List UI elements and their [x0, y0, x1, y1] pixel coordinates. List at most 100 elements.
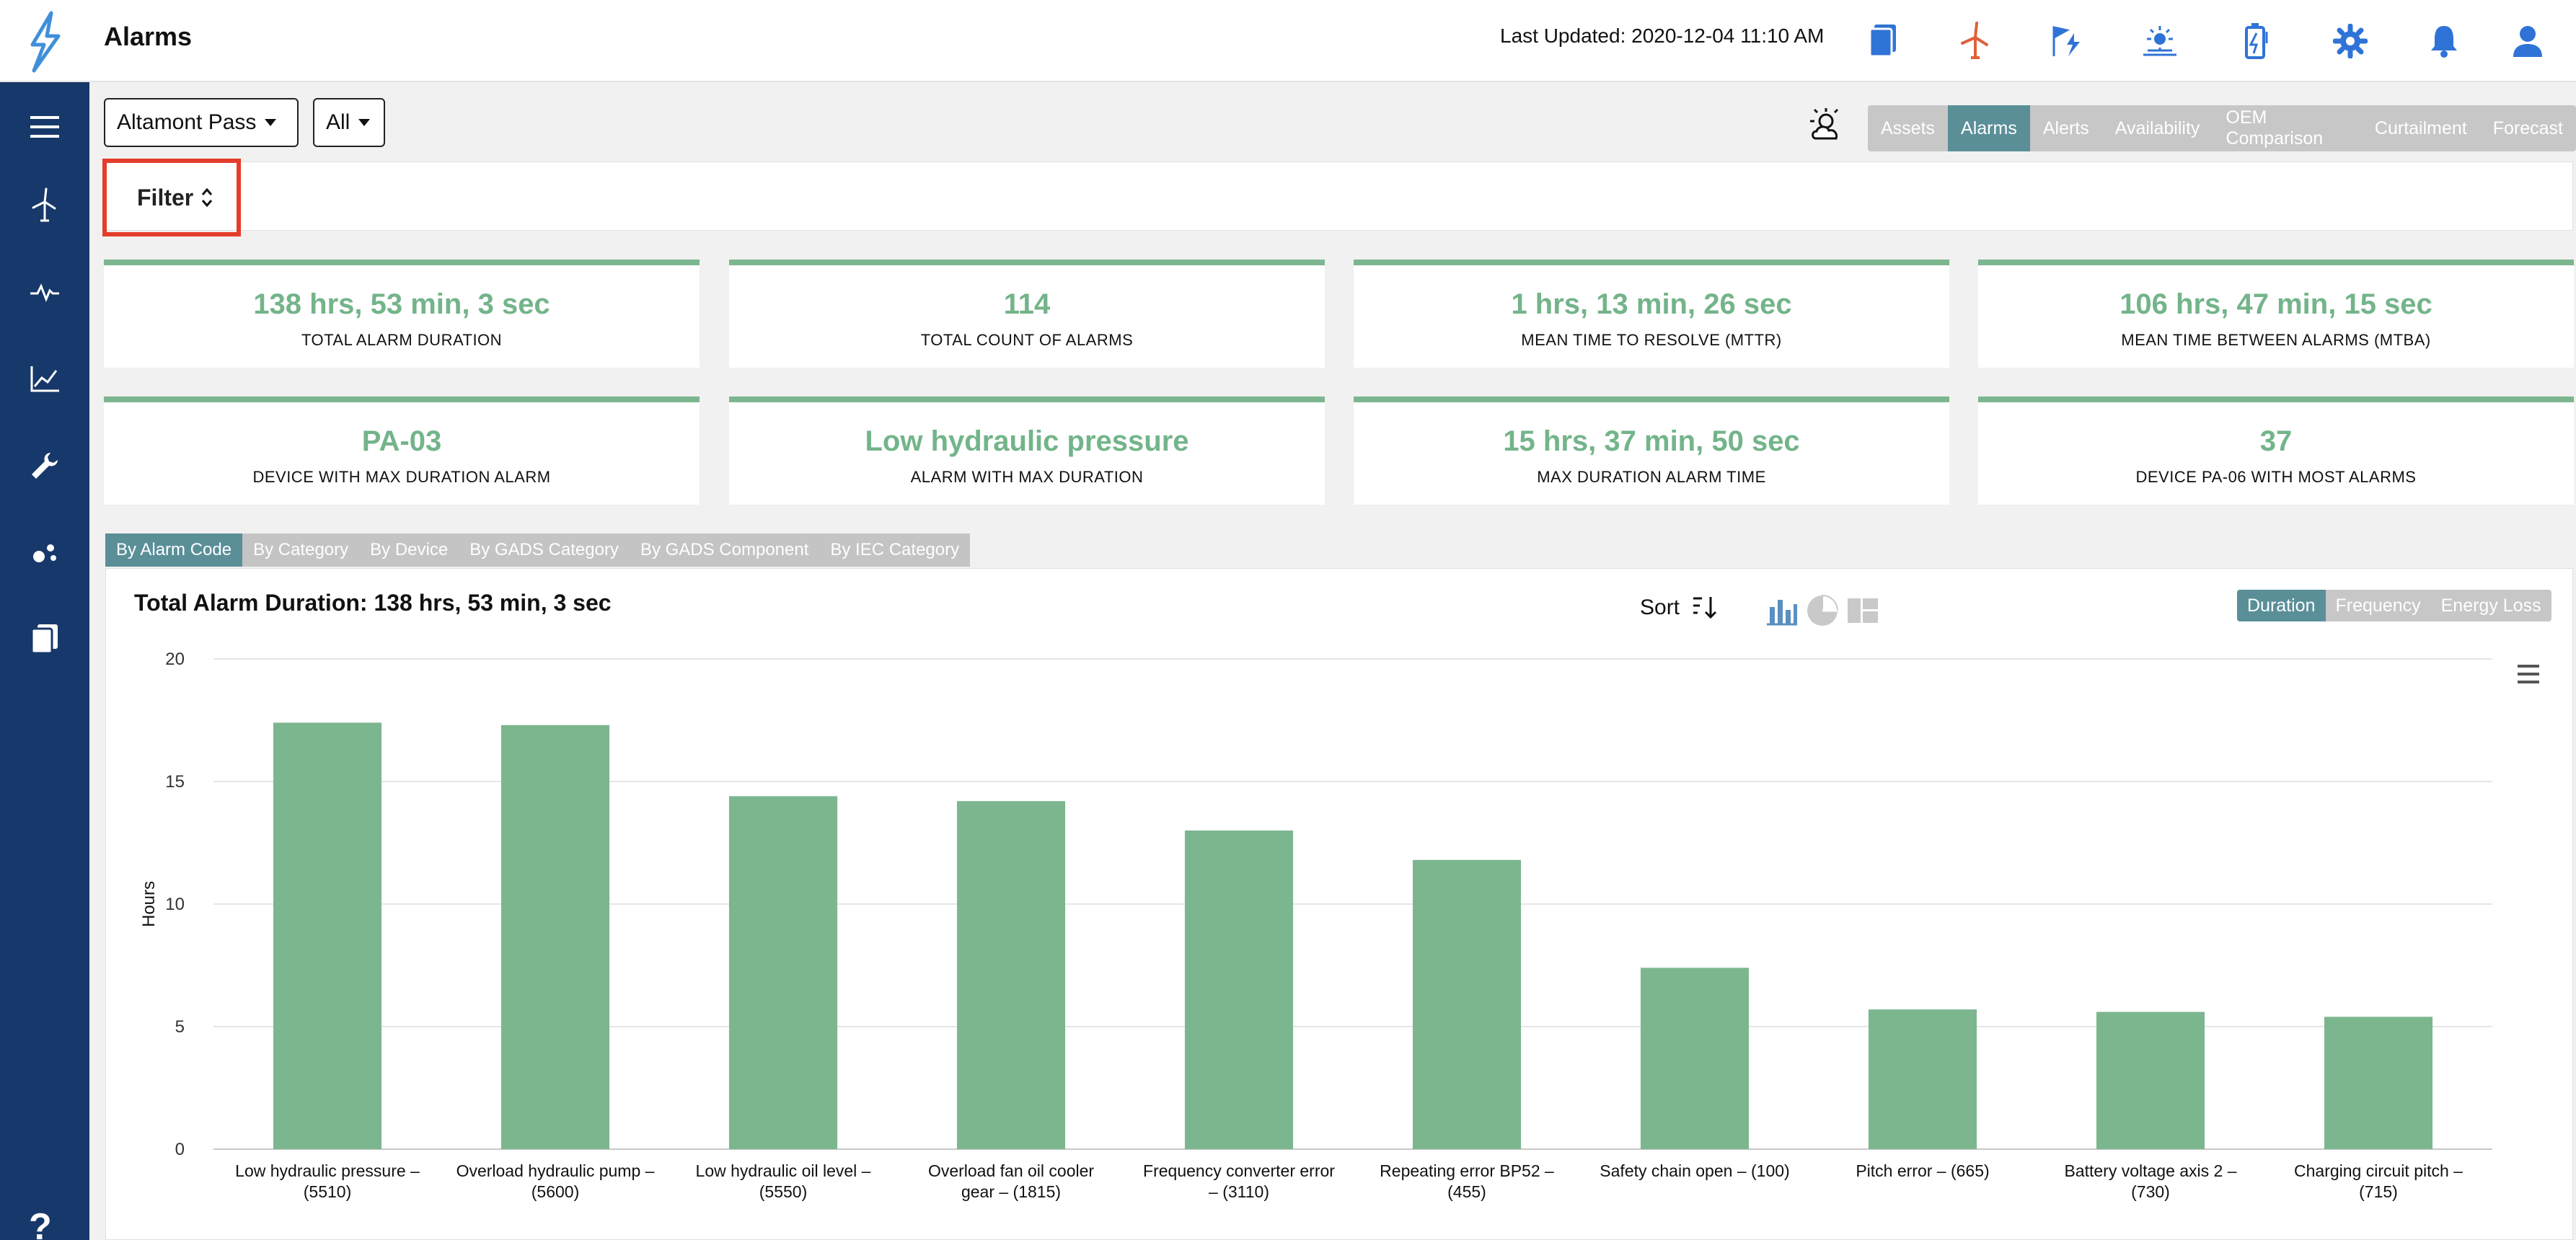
bar[interactable]	[1412, 859, 1522, 1149]
y-axis-title: Hours	[139, 881, 159, 927]
stat-value: Low hydraulic pressure	[865, 425, 1189, 457]
x-category-label: Safety chain open – (100)	[1600, 1161, 1789, 1180]
hamburger-menu-icon[interactable]	[19, 101, 71, 153]
site-selector-value: Altamont Pass	[117, 110, 257, 134]
tab-alerts[interactable]: Alerts	[2042, 118, 2089, 138]
treemap-icon[interactable]	[1845, 593, 1881, 629]
sort-descending-icon[interactable]	[1690, 593, 1719, 621]
line-chart-icon[interactable]	[19, 353, 71, 405]
settings-gear-icon[interactable]	[2326, 17, 2374, 65]
help-icon[interactable]: ?	[29, 1206, 52, 1240]
scatter-icon[interactable]	[19, 526, 71, 578]
pie-chart-icon[interactable]	[1804, 593, 1840, 629]
stat-label: TOTAL COUNT OF ALARMS	[920, 331, 1134, 349]
stat-value: 138 hrs, 53 min, 3 sec	[253, 288, 550, 320]
last-updated-timestamp: Last Updated: 2020-12-04 11:10 AM	[1500, 25, 1825, 47]
bar-chart-icon[interactable]	[1764, 593, 1800, 629]
power-flag-icon[interactable]	[2044, 17, 2091, 65]
tab-alarms[interactable]: Alarms	[1948, 105, 2030, 151]
x-category-label: (715)	[2359, 1182, 2398, 1201]
grouping-tabs: By Alarm Code By Category By Device By G…	[105, 533, 971, 567]
tab-availability[interactable]: Availability	[2114, 118, 2200, 138]
bar[interactable]	[1640, 967, 1750, 1149]
reports-icon[interactable]	[19, 613, 71, 665]
wind-turbine-icon[interactable]	[19, 179, 71, 231]
x-category-label: gear – (1815)	[961, 1182, 1061, 1201]
stat-value: 37	[2259, 425, 2293, 457]
x-category-label: (5510)	[304, 1182, 351, 1201]
y-tick-label: 20	[165, 650, 185, 669]
x-category-label: Pitch error – (665)	[1856, 1161, 1989, 1180]
tab-frequency[interactable]: Frequency	[2335, 595, 2421, 616]
battery-icon[interactable]	[2233, 17, 2280, 65]
bar[interactable]	[500, 725, 610, 1149]
chart-menu-icon[interactable]	[2515, 662, 2541, 686]
weather-icon[interactable]	[1807, 105, 1848, 146]
filter-bar	[104, 161, 2573, 231]
stat-card-most-alarms-device: 37 DEVICE PA-06 WITH MOST ALARMS	[1978, 397, 2574, 505]
tab-oem-comparison[interactable]: OEM Comparison	[2226, 107, 2324, 149]
stat-label: ALARM WITH MAX DURATION	[910, 468, 1144, 486]
tab-energy-loss[interactable]: Energy Loss	[2440, 595, 2541, 616]
pulse-icon[interactable]	[19, 267, 71, 319]
tab-forecast[interactable]: Forecast	[2492, 118, 2563, 138]
user-account-icon[interactable]	[2504, 17, 2551, 65]
site-selector[interactable]: Altamont Pass	[104, 98, 299, 147]
x-category-label: Battery voltage axis 2 –	[2064, 1161, 2236, 1180]
app-logo[interactable]	[0, 0, 89, 82]
stat-value: 106 hrs, 47 min, 15 sec	[2120, 288, 2432, 320]
view-tabs: Assets Alarms Alerts Availability OEM Co…	[1868, 105, 2576, 151]
tab-duration[interactable]: Duration	[2237, 590, 2326, 621]
tab-by-alarm-code[interactable]: By Alarm Code	[105, 533, 243, 567]
sort-button[interactable]: Sort	[1640, 595, 1680, 619]
x-category-label: Low hydraulic oil level –	[696, 1161, 871, 1180]
tab-by-gads-component[interactable]: By GADS Component	[640, 540, 809, 559]
bar[interactable]	[728, 796, 838, 1149]
bar[interactable]	[956, 801, 1066, 1149]
y-tick-label: 5	[175, 1017, 185, 1037]
device-selector-value: All	[326, 110, 350, 134]
bar[interactable]	[2096, 1011, 2205, 1149]
stat-value: 114	[1003, 288, 1051, 320]
tab-by-gads-category[interactable]: By GADS Category	[469, 540, 619, 559]
stat-card-mtba: 106 hrs, 47 min, 15 sec MEAN TIME BETWEE…	[1978, 260, 2574, 368]
stat-label: MAX DURATION ALARM TIME	[1537, 468, 1766, 486]
filter-toggle-button[interactable]: Filter	[102, 159, 241, 236]
stat-label: DEVICE WITH MAX DURATION ALARM	[252, 468, 551, 486]
tab-assets[interactable]: Assets	[1881, 118, 1936, 138]
wrench-icon[interactable]	[19, 440, 71, 492]
x-category-label: Charging circuit pitch –	[2294, 1161, 2463, 1180]
chart-title: Total Alarm Duration: 138 hrs, 53 min, 3…	[134, 590, 612, 616]
wind-turbine-icon[interactable]	[1951, 17, 1999, 65]
y-tick-label: 10	[165, 895, 185, 914]
metric-tabs: Duration Frequency Energy Loss	[2237, 590, 2551, 621]
device-selector[interactable]: All	[313, 98, 385, 147]
tab-by-category[interactable]: By Category	[253, 540, 349, 559]
x-category-label: (730)	[2131, 1182, 2170, 1201]
documents-icon[interactable]	[1859, 17, 1907, 65]
tab-by-device[interactable]: By Device	[370, 540, 449, 559]
tab-by-iec-category[interactable]: By IEC Category	[830, 540, 960, 559]
bar[interactable]	[1868, 1009, 1977, 1149]
chevron-down-icon	[265, 119, 277, 126]
top-header: Alarms Last Updated: 2020-12-04 11:10 AM	[0, 0, 2576, 82]
sort-chevrons-icon	[202, 187, 213, 208]
stat-card-max-duration-time: 15 hrs, 37 min, 50 sec MAX DURATION ALAR…	[1354, 397, 1949, 505]
bar[interactable]	[273, 722, 382, 1149]
stat-card-max-duration-alarm: Low hydraulic pressure ALARM WITH MAX DU…	[729, 397, 1325, 505]
notifications-bell-icon[interactable]	[2420, 17, 2468, 65]
stat-card-total-count: 114 TOTAL COUNT OF ALARMS	[729, 260, 1325, 368]
stat-card-max-duration-device: PA-03 DEVICE WITH MAX DURATION ALARM	[104, 397, 700, 505]
bar[interactable]	[1184, 831, 1294, 1149]
y-tick-label: 15	[165, 772, 185, 792]
x-category-label: (5550)	[759, 1182, 807, 1201]
sidebar-nav	[0, 82, 89, 1240]
solar-icon[interactable]	[2136, 17, 2184, 65]
x-category-label: Repeating error BP52 –	[1380, 1161, 1554, 1180]
lightning-logo-icon	[30, 11, 61, 73]
y-tick-label: 0	[175, 1140, 185, 1159]
bar[interactable]	[2324, 1017, 2433, 1149]
x-category-label: (455)	[1447, 1182, 1486, 1201]
stat-card-mttr: 1 hrs, 13 min, 26 sec MEAN TIME TO RESOL…	[1354, 260, 1949, 368]
tab-curtailment[interactable]: Curtailment	[2374, 118, 2467, 138]
